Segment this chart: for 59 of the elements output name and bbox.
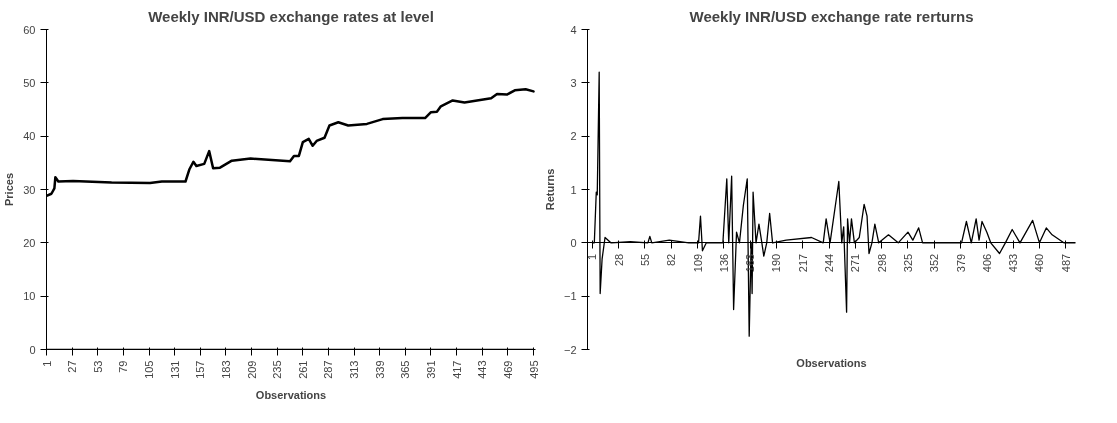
y-tick-label: 50 xyxy=(23,76,36,89)
chart-title: Weekly INR/USD exchange rate rerturns xyxy=(689,7,974,25)
x-tick-label: 1 xyxy=(586,253,599,260)
x-tick-label: 325 xyxy=(901,253,914,273)
x-tick-label: 487 xyxy=(1059,253,1072,273)
x-tick-label: 28 xyxy=(612,253,625,267)
x-tick-label: 131 xyxy=(168,360,181,379)
x-tick-label: 433 xyxy=(1007,253,1020,273)
y-tick-label: 30 xyxy=(23,183,36,196)
y-tick-label: 40 xyxy=(23,130,36,143)
y-tick-label: 0 xyxy=(29,343,36,356)
x-tick-label: 460 xyxy=(1033,253,1046,273)
x-tick-label: 469 xyxy=(501,360,514,379)
x-axis-title: Observations xyxy=(796,356,867,369)
x-tick-label: 339 xyxy=(373,360,386,379)
x-axis-title: Observations xyxy=(255,388,327,401)
x-tick-label: 391 xyxy=(425,360,437,379)
y-tick-label: −2 xyxy=(563,343,577,356)
x-tick-label: 443 xyxy=(476,360,489,379)
y-axis-title: Prices xyxy=(3,172,16,207)
x-tick-label: 313 xyxy=(348,360,361,379)
x-tick-label: 417 xyxy=(450,360,463,379)
x-tick-label: 406 xyxy=(980,253,993,273)
y-tick-label: 60 xyxy=(23,23,36,36)
x-tick-label: 53 xyxy=(91,360,104,373)
x-tick-label: 157 xyxy=(194,360,207,379)
x-tick-label: 82 xyxy=(665,253,678,267)
y-axis-title: Returns xyxy=(543,168,556,211)
x-tick-label: 1 xyxy=(40,360,53,367)
x-tick-label: 183 xyxy=(219,360,232,379)
x-tick-label: 105 xyxy=(143,360,156,379)
x-tick-label: 27 xyxy=(66,360,79,373)
x-tick-label: 79 xyxy=(117,360,130,373)
x-tick-label: 298 xyxy=(875,253,888,273)
x-tick-label: 244 xyxy=(823,253,836,273)
y-tick-label: 4 xyxy=(570,23,577,36)
x-tick-label: 495 xyxy=(527,360,540,379)
y-tick-label: 3 xyxy=(570,76,577,89)
x-tick-label: 209 xyxy=(245,360,258,379)
x-tick-label: 365 xyxy=(399,360,412,379)
x-tick-label: 136 xyxy=(717,253,730,273)
y-tick-label: 1 xyxy=(570,183,577,196)
y-tick-label: 20 xyxy=(23,236,36,249)
y-tick-label: −1 xyxy=(563,290,577,303)
x-tick-label: 235 xyxy=(271,360,284,379)
x-tick-label: 190 xyxy=(770,253,783,273)
y-tick-label: 0 xyxy=(570,236,577,249)
x-tick-label: 109 xyxy=(691,253,704,273)
x-tick-label: 55 xyxy=(638,253,651,267)
x-tick-label: 217 xyxy=(796,253,809,273)
x-tick-label: 379 xyxy=(954,253,967,273)
chart-title: Weekly INR/USD exchange rates at level xyxy=(148,7,434,25)
x-tick-label: 261 xyxy=(296,360,309,379)
x-tick-label: 352 xyxy=(928,253,941,273)
y-tick-label: 10 xyxy=(23,290,36,303)
x-tick-label: 163 xyxy=(744,253,757,273)
x-tick-label: 271 xyxy=(849,253,862,273)
y-tick-label: 2 xyxy=(570,130,577,143)
x-tick-label: 287 xyxy=(322,360,335,379)
